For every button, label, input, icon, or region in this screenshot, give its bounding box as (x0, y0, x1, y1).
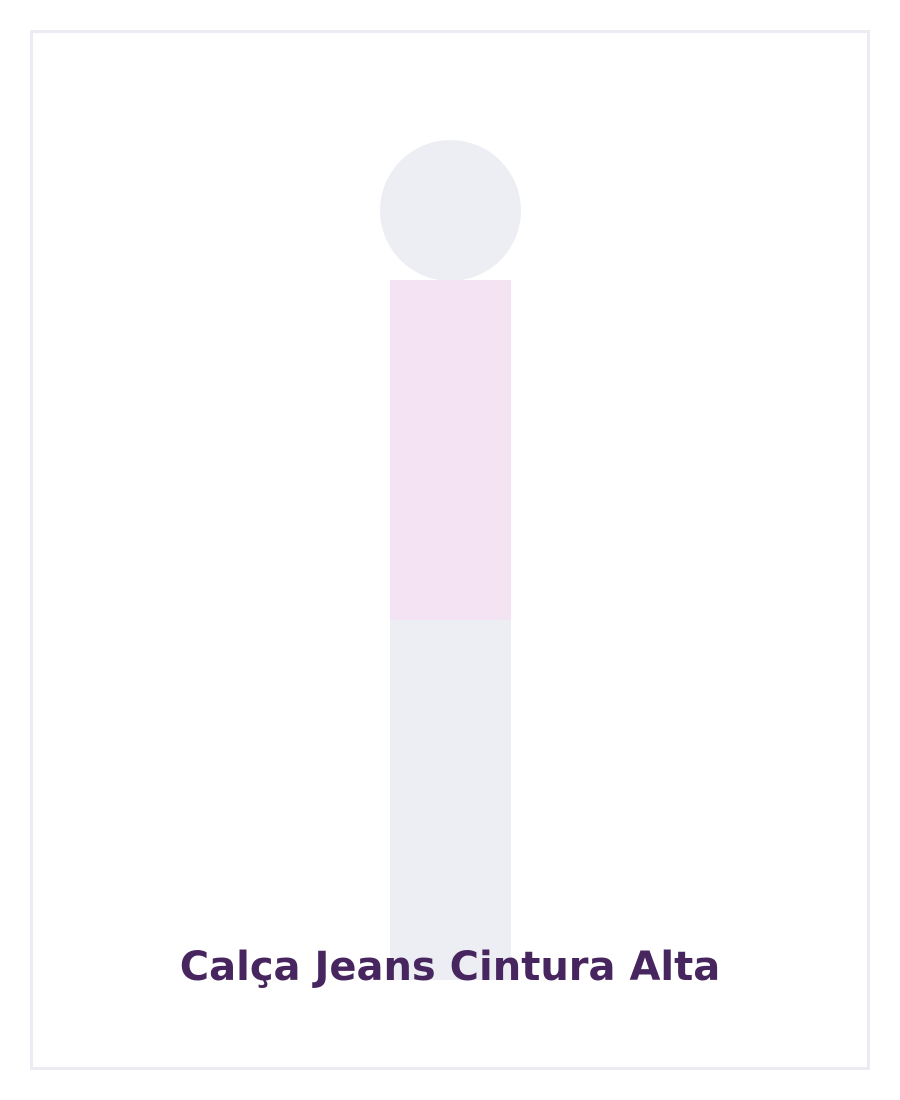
product-title: Calça Jeans Cintura Alta (179, 944, 721, 990)
figure-torso-shape (390, 280, 511, 620)
figure-legs-shape (390, 620, 511, 980)
figure-head-shape (380, 140, 521, 281)
